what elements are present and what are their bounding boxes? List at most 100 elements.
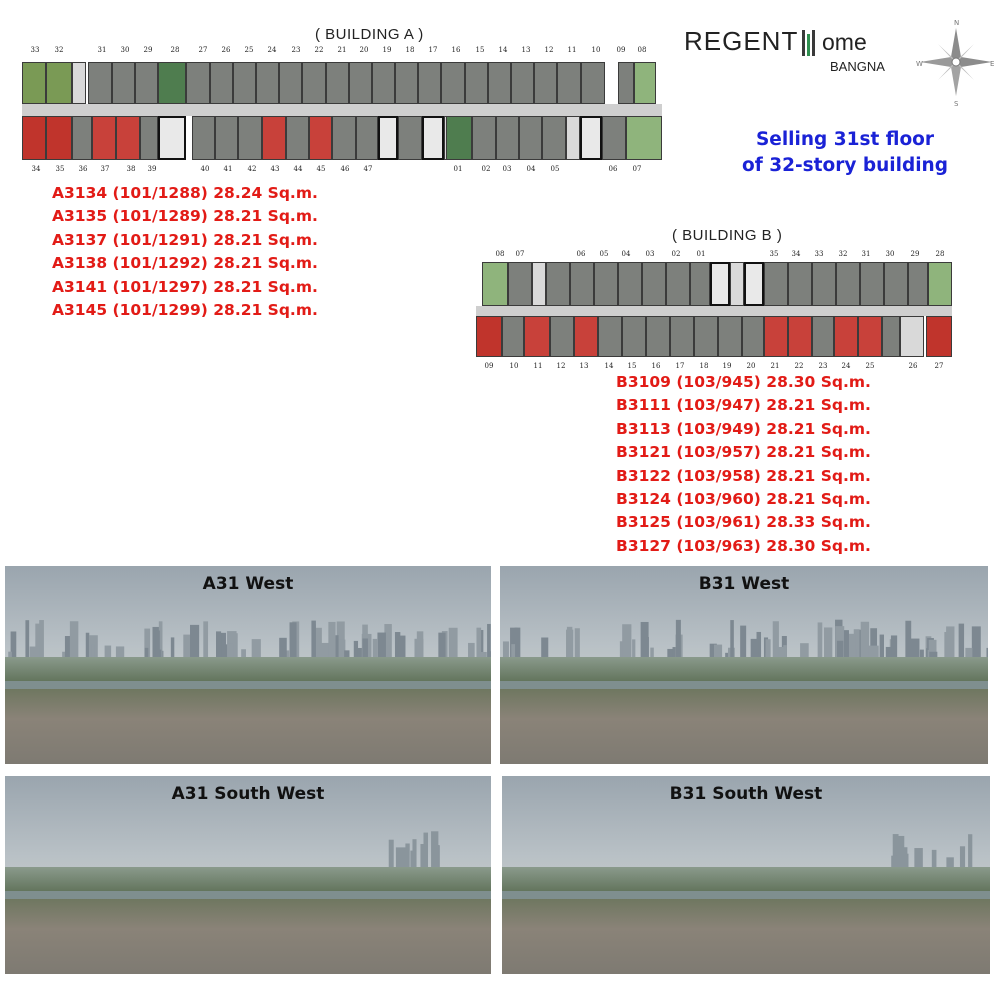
building-a-sale-item: A3141 (101/1297) 28.21 Sq.m.	[52, 277, 318, 296]
unit-number-label: 19	[722, 362, 732, 370]
view-photo-a31-south-west: A31 South West	[5, 776, 491, 974]
unit-number-label: 39	[147, 165, 157, 173]
floor-plan-unit	[262, 116, 286, 160]
building-b-sale-list: B3109 (103/945) 28.30 Sq.m. B3111 (103/9…	[616, 371, 871, 558]
unit-number-label: 11	[567, 46, 577, 54]
floor-plan-unit	[210, 62, 233, 104]
unit-number-label: 28	[170, 46, 180, 54]
unit-number-label: 41	[223, 165, 233, 173]
floor-plan-unit	[764, 316, 788, 357]
floor-plan-unit	[192, 116, 215, 160]
floor-plan-unit	[309, 116, 332, 160]
floor-plan-unit	[279, 62, 302, 104]
unit-number-label: 14	[604, 362, 614, 370]
unit-number-label: 27	[934, 362, 944, 370]
brand-name-right: ome	[822, 29, 867, 55]
floor-plan-unit	[566, 116, 580, 160]
photo-treeline	[5, 867, 491, 895]
floor-plan-unit	[186, 62, 210, 104]
unit-number-label: 35	[769, 250, 779, 258]
floor-plan-unit	[557, 62, 581, 104]
unit-number-label: 26	[221, 46, 231, 54]
unit-number-label: 13	[579, 362, 589, 370]
building-a-sale-item: A3137 (101/1291) 28.21 Sq.m.	[52, 230, 318, 249]
unit-number-label: 23	[291, 46, 301, 54]
photo-caption: B31 West	[698, 574, 790, 594]
floor-plan-unit	[465, 62, 488, 104]
unit-number-label: 25	[244, 46, 254, 54]
unit-number-label: 07	[515, 250, 525, 258]
building-b-sale-item: B3125 (103/961) 28.33 Sq.m.	[616, 513, 871, 532]
unit-number-label: 26	[908, 362, 918, 370]
floor-plan-unit	[472, 116, 496, 160]
floor-plan-unit	[710, 262, 730, 306]
floor-plan-unit	[718, 316, 742, 357]
floor-plan-unit	[112, 62, 135, 104]
photo-river	[500, 681, 988, 691]
floor-plan-unit	[72, 116, 92, 160]
building-b-floor-plan	[476, 262, 952, 357]
unit-number-label: 08	[637, 46, 647, 54]
floor-plan-unit	[928, 262, 952, 306]
unit-number-label: 03	[645, 250, 655, 258]
floor-plan-unit	[158, 116, 186, 160]
compass-w-label: W	[916, 60, 923, 68]
building-a-sale-list: A3134 (101/1288) 28.24 Sq.m. A3135 (101/…	[52, 182, 318, 322]
unit-number-label: 09	[616, 46, 626, 54]
unit-number-label: 20	[359, 46, 369, 54]
photo-foreground-city	[5, 689, 491, 764]
floor-plan-unit	[256, 62, 279, 104]
unit-number-label: 10	[591, 46, 601, 54]
photo-treeline	[500, 657, 988, 685]
building-a-corridor	[22, 104, 662, 116]
floor-plan-unit	[302, 62, 326, 104]
unit-number-label: 02	[671, 250, 681, 258]
unit-number-label: 08	[495, 250, 505, 258]
floor-plan-unit	[46, 62, 72, 104]
floor-plan-unit	[332, 116, 356, 160]
photo-foreground-city	[500, 689, 988, 764]
unit-number-label: 34	[31, 165, 41, 173]
unit-number-label: 30	[885, 250, 895, 258]
selling-note: Selling 31st floor of 32-story building	[720, 127, 970, 179]
floor-plan-unit	[908, 262, 928, 306]
floor-plan-unit	[618, 262, 642, 306]
floor-plan-unit	[116, 116, 140, 160]
unit-number-label: 40	[200, 165, 210, 173]
selling-note-line-1: Selling 31st floor	[755, 129, 935, 150]
unit-number-label: 17	[675, 362, 685, 370]
unit-number-label: 09	[484, 362, 494, 370]
floor-plan-unit	[622, 316, 646, 357]
unit-number-label: 15	[475, 46, 485, 54]
unit-number-label: 33	[814, 250, 824, 258]
floor-plan-unit	[482, 262, 508, 306]
building-b-sale-item: B3109 (103/945) 28.30 Sq.m.	[616, 373, 871, 391]
unit-number-label: 29	[143, 46, 153, 54]
floor-plan-unit	[884, 262, 908, 306]
selling-note-line-2: of 32-story building	[742, 155, 948, 176]
floor-plan-unit	[22, 62, 46, 104]
unit-number-label: 20	[746, 362, 756, 370]
compass-e-label: E	[990, 60, 994, 68]
floor-plan-unit	[88, 62, 112, 104]
floor-plan-unit	[602, 116, 626, 160]
floor-plan-unit	[446, 116, 472, 160]
unit-number-label: 22	[794, 362, 804, 370]
unit-number-label: 23	[818, 362, 828, 370]
unit-number-label: 06	[576, 250, 586, 258]
compass-rose-icon: N S W E	[916, 19, 994, 106]
unit-number-label: 21	[770, 362, 780, 370]
building-b-sale-item: B3127 (103/963) 28.30 Sq.m.	[616, 536, 871, 555]
floor-plan-unit	[158, 62, 186, 104]
brand-name-left: REGENT	[684, 26, 799, 56]
floor-plan-unit	[22, 116, 46, 160]
unit-number-label: 10	[509, 362, 519, 370]
floor-plan-unit	[418, 62, 441, 104]
unit-number-label: 31	[861, 250, 871, 258]
unit-number-label: 38	[126, 165, 136, 173]
building-b-corridor	[476, 306, 952, 316]
unit-number-label: 17	[428, 46, 438, 54]
unit-number-label: 33	[30, 46, 40, 54]
floor-plan-unit	[858, 316, 882, 357]
floor-plan-unit	[570, 262, 594, 306]
